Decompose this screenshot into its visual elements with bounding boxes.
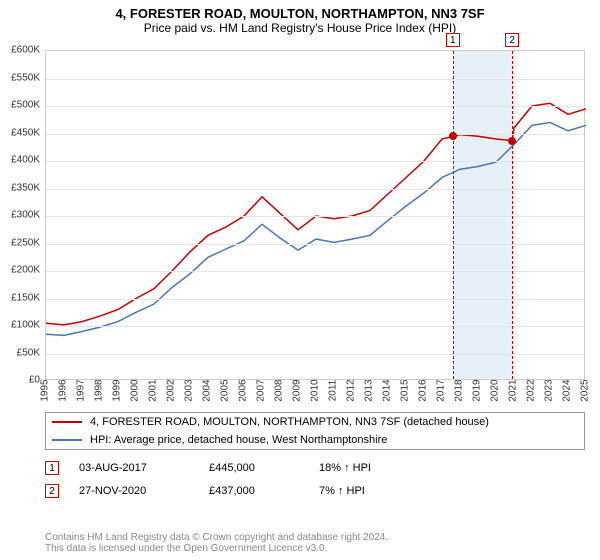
sale-marker-1: 1 [45,461,59,475]
sale-price-2: £437,000 [209,485,299,497]
x-axis-label: 2001 [148,379,159,401]
footer-attribution: Contains HM Land Registry data © Crown c… [45,532,388,554]
x-axis-label: 2010 [310,379,321,401]
x-axis-label: 2006 [238,379,249,401]
x-axis-label: 2000 [130,379,141,401]
y-axis-label: £50K [17,347,40,358]
x-axis-label: 2016 [418,379,429,401]
y-axis-label: £0 [29,375,40,386]
y-axis-label: £600K [11,45,40,56]
series-line-property [46,103,586,325]
footer-line-1: Contains HM Land Registry data © Crown c… [45,532,388,543]
plot-area: 12 [45,50,585,380]
sale-date-1: 03-AUG-2017 [79,462,189,474]
x-axis-label: 2004 [202,379,213,401]
x-axis-label: 2003 [184,379,195,401]
legend-label-hpi: HPI: Average price, detached house, West… [90,434,387,446]
x-axis-label: 2018 [454,379,465,401]
marker-dot-2 [508,137,516,145]
x-axis-label: 2007 [256,379,267,401]
chart-legend: 4, FORESTER ROAD, MOULTON, NORTHAMPTON, … [45,412,585,450]
x-axis-label: 1997 [76,379,87,401]
x-axis-label: 2021 [508,379,519,401]
x-axis-label: 2002 [166,379,177,401]
x-axis-label: 1995 [40,379,51,401]
x-axis-label: 2009 [292,379,303,401]
x-axis-label: 2025 [580,379,591,401]
x-axis-label: 2005 [220,379,231,401]
legend-swatch-hpi [52,439,82,441]
y-axis-label: £250K [11,237,40,248]
legend-swatch-property [52,421,82,423]
chart-area: 12 £0£50K£100K£150K£200K£250K£300K£350K£… [45,50,585,400]
y-axis-label: £100K [11,320,40,331]
sale-price-1: £445,000 [209,462,299,474]
x-axis-label: 2020 [490,379,501,401]
x-axis-label: 2013 [364,379,375,401]
footer-line-2: This data is licensed under the Open Gov… [45,543,388,554]
y-axis-label: £500K [11,100,40,111]
y-axis-label: £550K [11,72,40,83]
marker-vline-2 [512,51,513,379]
sale-vs-hpi-1: 18% ↑ HPI [319,462,371,474]
x-axis-label: 2012 [346,379,357,401]
chart-title-block: 4, FORESTER ROAD, MOULTON, NORTHAMPTON, … [0,0,600,37]
x-axis-label: 2015 [400,379,411,401]
legend-label-property: 4, FORESTER ROAD, MOULTON, NORTHAMPTON, … [90,416,489,428]
sale-marker-2: 2 [45,484,59,498]
x-axis-label: 1999 [112,379,123,401]
x-axis-label: 1998 [94,379,105,401]
y-axis-label: £200K [11,265,40,276]
x-axis-label: 2008 [274,379,285,401]
marker-box-2: 2 [505,33,519,47]
x-axis-label: 2019 [472,379,483,401]
sale-row-2: 2 27-NOV-2020 £437,000 7% ↑ HPI [45,481,585,504]
y-axis-label: £300K [11,210,40,221]
legend-row-hpi: HPI: Average price, detached house, West… [46,431,584,449]
x-axis-label: 1996 [58,379,69,401]
x-axis-label: 2017 [436,379,447,401]
x-axis-label: 2011 [328,380,339,402]
y-axis-label: £450K [11,127,40,138]
x-axis-label: 2024 [562,379,573,401]
sale-vs-hpi-2: 7% ↑ HPI [319,485,365,497]
marker-vline-1 [453,51,454,379]
y-axis-label: £350K [11,182,40,193]
sale-history: 1 03-AUG-2017 £445,000 18% ↑ HPI 2 27-NO… [45,458,585,504]
chart-title: 4, FORESTER ROAD, MOULTON, NORTHAMPTON, … [0,6,600,21]
marker-box-1: 1 [446,33,460,47]
legend-row-property: 4, FORESTER ROAD, MOULTON, NORTHAMPTON, … [46,413,584,431]
x-axis-label: 2023 [544,379,555,401]
x-axis-label: 2022 [526,379,537,401]
y-axis-label: £150K [11,292,40,303]
sale-row-1: 1 03-AUG-2017 £445,000 18% ↑ HPI [45,458,585,481]
y-axis-label: £400K [11,155,40,166]
x-axis-label: 2014 [382,379,393,401]
sale-date-2: 27-NOV-2020 [79,485,189,497]
